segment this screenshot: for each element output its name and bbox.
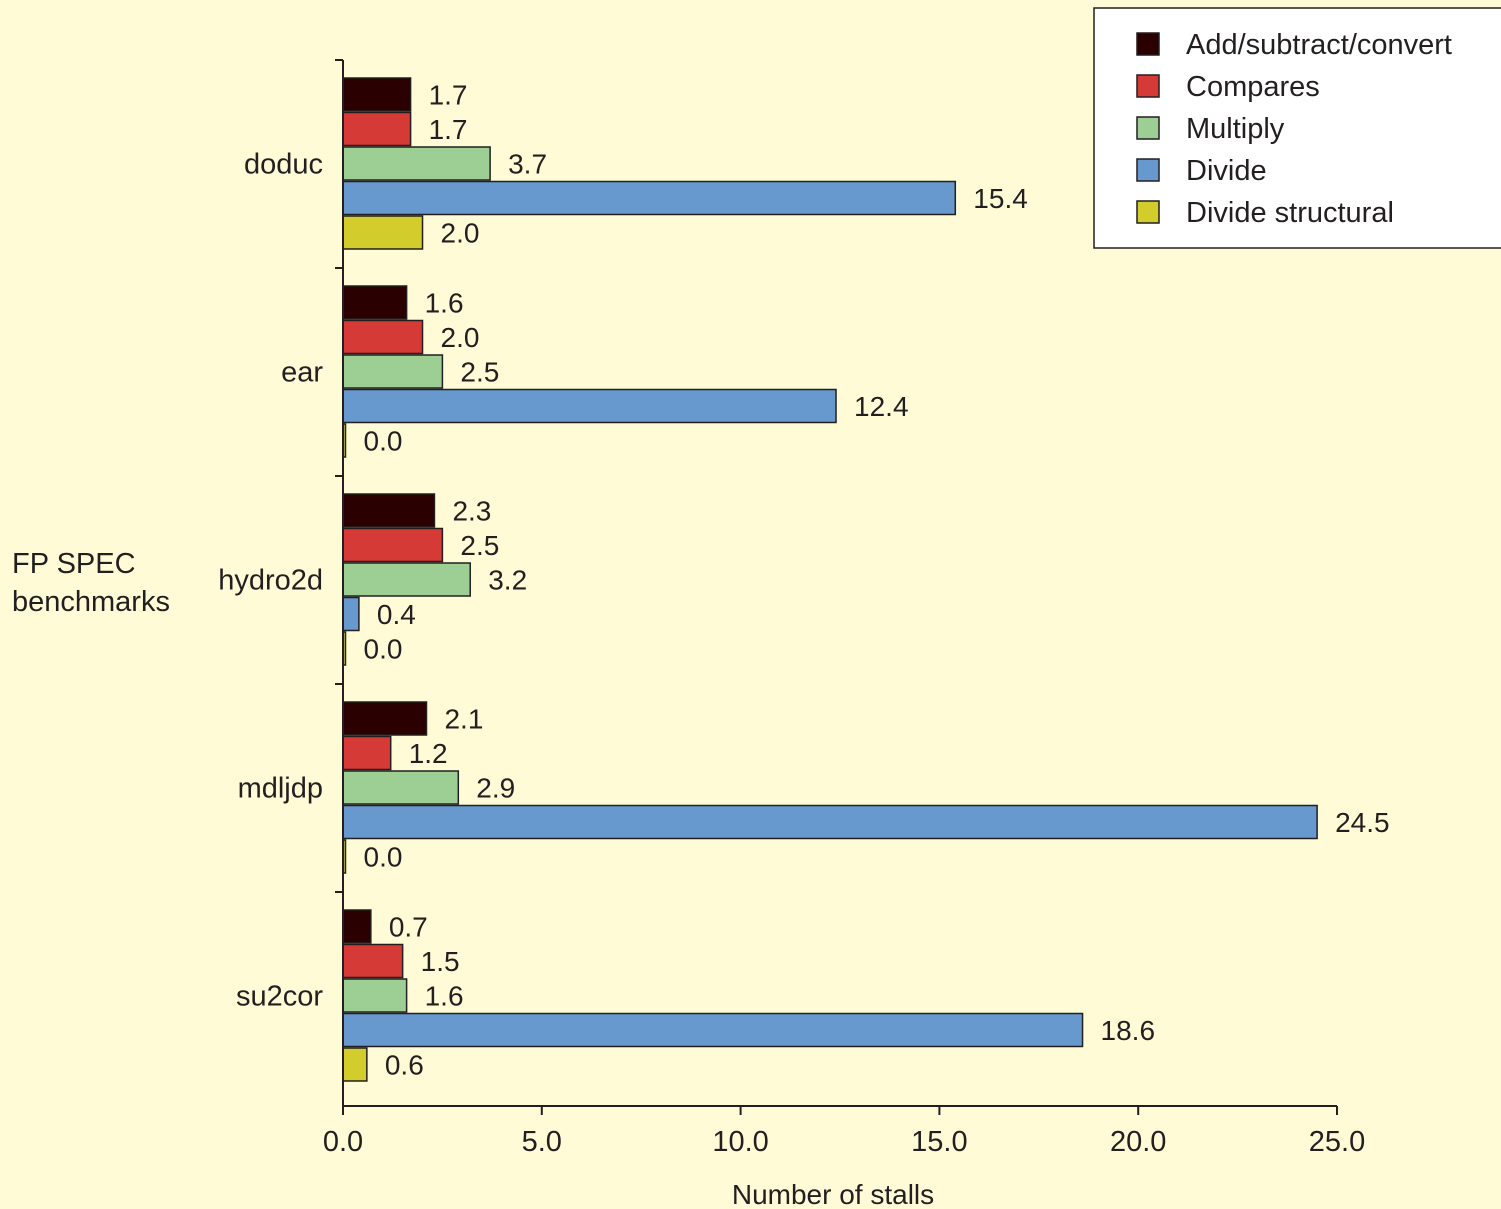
data-label-mdljdp-series-5: 0.0 <box>364 842 403 873</box>
data-label-mdljdp-series-2: 1.2 <box>409 738 448 769</box>
legend: Add/subtract/convert Compares Multiply Divi… <box>1093 7 1501 249</box>
legend-label-4: Divide <box>1186 155 1267 187</box>
data-label-hydro2d-series-2: 2.5 <box>460 530 499 561</box>
bar-doduc-series-3 <box>342 146 491 181</box>
data-label-mdljdp-series-1: 2.1 <box>444 704 483 735</box>
data-label-doduc-series-2: 1.7 <box>429 114 468 145</box>
bar-ear-series-1 <box>342 285 408 320</box>
legend-swatch-2 <box>1136 74 1160 98</box>
data-label-su2cor-series-1: 0.7 <box>389 912 428 943</box>
data-label-hydro2d-series-1: 2.3 <box>452 496 491 527</box>
bar-mdljdp-series-2 <box>342 735 392 771</box>
legend-swatch-3 <box>1136 116 1160 140</box>
x-tick-label-3: 10.0 <box>712 1126 768 1158</box>
category-label-mdljdp: mdljdp <box>238 773 323 805</box>
data-label-doduc-series-4: 15.4 <box>973 183 1027 214</box>
legend-box <box>1093 7 1501 249</box>
value-labels-layer: 1.71.73.715.42.01.62.02.512.40.02.32.53.… <box>364 80 1390 1081</box>
bar-ear-series-2 <box>342 319 424 355</box>
bar-doduc-series-1 <box>342 77 412 112</box>
bar-hydro2d-series-3 <box>342 562 471 597</box>
legend-label-3: Multiply <box>1186 113 1285 145</box>
data-label-su2cor-series-5: 0.6 <box>385 1050 424 1081</box>
legend-label-5: Divide structural <box>1186 197 1394 229</box>
bar-su2cor-series-4 <box>342 1012 1084 1048</box>
x-tick-label-2: 5.0 <box>522 1126 562 1158</box>
legend-swatch-4 <box>1136 158 1160 182</box>
data-label-hydro2d-series-4: 0.4 <box>377 599 416 630</box>
data-label-doduc-series-1: 1.7 <box>429 80 468 111</box>
x-tick-label-4: 15.0 <box>911 1126 967 1158</box>
legend-label-1: Add/subtract/convert <box>1186 29 1452 61</box>
bar-doduc-series-4 <box>342 180 957 216</box>
bar-mdljdp-series-4 <box>342 804 1318 840</box>
x-tick-label-5: 20.0 <box>1110 1126 1166 1158</box>
data-label-ear-series-2: 2.0 <box>441 322 480 353</box>
data-label-ear-series-4: 12.4 <box>854 391 909 422</box>
bar-su2cor-series-1 <box>342 909 372 944</box>
data-label-doduc-series-5: 2.0 <box>441 218 480 249</box>
category-label-ear: ear <box>281 357 323 389</box>
bar-hydro2d-series-4 <box>342 596 360 632</box>
bar-ear-series-3 <box>342 354 444 389</box>
bar-hydro2d-series-1 <box>342 493 436 528</box>
data-label-doduc-series-3: 3.7 <box>508 149 547 180</box>
bar-doduc-series-2 <box>342 111 412 147</box>
legend-swatch-5 <box>1136 200 1160 224</box>
data-label-mdljdp-series-4: 24.5 <box>1335 807 1390 838</box>
data-label-ear-series-3: 2.5 <box>460 357 499 388</box>
bar-doduc-series-5 <box>342 215 424 250</box>
category-label-su2cor: su2cor <box>236 981 323 1013</box>
legend-label-2: Compares <box>1186 71 1320 103</box>
axes-layer: doduc ear hydro2d mdljdp su2cor 0.0 5.0 10.0 15.… <box>12 59 1365 1209</box>
bar-su2cor-series-5 <box>342 1047 368 1082</box>
data-label-su2cor-series-3: 1.6 <box>425 981 464 1012</box>
x-axis-title: Number of stalls <box>732 1179 934 1209</box>
data-label-ear-series-5: 0.0 <box>364 426 403 457</box>
bar-mdljdp-series-3 <box>342 770 460 805</box>
x-tick-label-6: 25.0 <box>1309 1126 1365 1158</box>
data-label-su2cor-series-2: 1.5 <box>421 946 460 977</box>
y-axis-title-line-2: benchmarks <box>12 586 170 618</box>
bar-su2cor-series-2 <box>342 943 404 979</box>
category-label-doduc: doduc <box>244 149 323 181</box>
data-label-ear-series-1: 1.6 <box>425 288 464 319</box>
data-label-hydro2d-series-5: 0.0 <box>364 634 403 665</box>
data-label-hydro2d-series-3: 3.2 <box>488 565 527 596</box>
legend-swatch-1 <box>1136 32 1160 56</box>
bar-mdljdp-series-1 <box>342 701 428 736</box>
bar-su2cor-series-3 <box>342 978 408 1013</box>
category-label-hydro2d: hydro2d <box>218 565 323 597</box>
x-tick-label-1: 0.0 <box>323 1126 363 1158</box>
bar-ear-series-4 <box>342 388 837 424</box>
bar-hydro2d-series-2 <box>342 527 444 563</box>
y-axis-title-line-1: FP SPEC <box>12 548 136 580</box>
data-label-mdljdp-series-3: 2.9 <box>476 773 515 804</box>
data-label-su2cor-series-4: 18.6 <box>1101 1015 1156 1046</box>
